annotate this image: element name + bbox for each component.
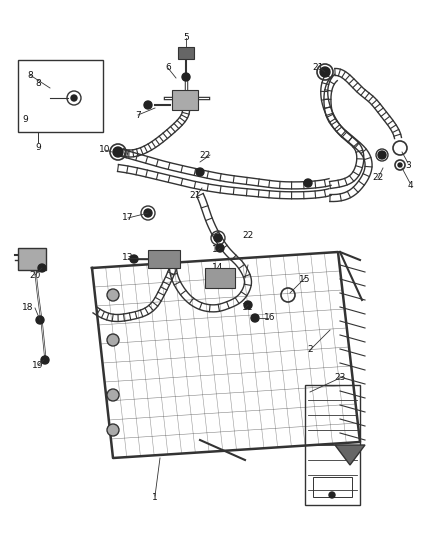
Text: 23: 23 xyxy=(334,374,346,383)
Circle shape xyxy=(41,356,49,364)
Circle shape xyxy=(36,316,44,324)
Circle shape xyxy=(38,264,46,272)
Text: 18: 18 xyxy=(22,303,34,312)
Text: 16: 16 xyxy=(264,313,276,322)
Circle shape xyxy=(378,151,386,159)
Circle shape xyxy=(108,290,118,300)
Circle shape xyxy=(329,492,335,498)
Circle shape xyxy=(108,335,118,345)
Text: 9: 9 xyxy=(35,142,41,151)
Circle shape xyxy=(71,95,77,101)
Text: 5: 5 xyxy=(183,34,189,43)
Text: 6: 6 xyxy=(165,63,171,72)
Text: 22: 22 xyxy=(372,174,384,182)
Circle shape xyxy=(244,301,252,309)
Bar xyxy=(313,477,352,497)
Text: 21: 21 xyxy=(189,190,201,199)
Text: 12: 12 xyxy=(212,246,224,254)
Circle shape xyxy=(108,425,118,435)
Bar xyxy=(205,268,235,288)
Circle shape xyxy=(182,73,190,81)
Text: 22: 22 xyxy=(199,150,211,159)
Text: 11: 11 xyxy=(242,303,254,312)
Bar xyxy=(18,60,103,132)
Circle shape xyxy=(251,314,259,322)
Circle shape xyxy=(144,101,152,109)
Text: 20: 20 xyxy=(29,271,41,279)
Text: 4: 4 xyxy=(407,181,413,190)
Circle shape xyxy=(398,163,402,167)
Text: 7: 7 xyxy=(135,110,141,119)
Bar xyxy=(172,90,198,110)
Circle shape xyxy=(108,390,118,400)
Circle shape xyxy=(214,234,222,242)
Circle shape xyxy=(216,244,224,252)
Text: 8: 8 xyxy=(35,79,41,88)
Bar xyxy=(148,250,180,268)
Bar xyxy=(305,385,360,505)
Text: 15: 15 xyxy=(299,276,311,285)
Text: 2: 2 xyxy=(307,345,313,354)
Bar xyxy=(18,248,46,270)
Text: 22: 22 xyxy=(242,230,254,239)
Text: 19: 19 xyxy=(32,360,44,369)
Text: 14: 14 xyxy=(212,263,224,272)
Circle shape xyxy=(196,168,204,176)
Circle shape xyxy=(304,179,312,187)
Circle shape xyxy=(144,209,152,217)
Text: 9: 9 xyxy=(22,116,28,125)
Bar xyxy=(178,47,194,59)
Text: 13: 13 xyxy=(122,254,134,262)
Text: 21: 21 xyxy=(312,63,324,72)
Polygon shape xyxy=(335,445,365,465)
Text: 10: 10 xyxy=(99,146,111,155)
Circle shape xyxy=(320,67,330,77)
Text: 1: 1 xyxy=(152,494,158,503)
Text: 8: 8 xyxy=(27,70,33,79)
Text: 3: 3 xyxy=(405,160,411,169)
Text: 17: 17 xyxy=(122,214,134,222)
Circle shape xyxy=(130,255,138,263)
Circle shape xyxy=(113,147,123,157)
